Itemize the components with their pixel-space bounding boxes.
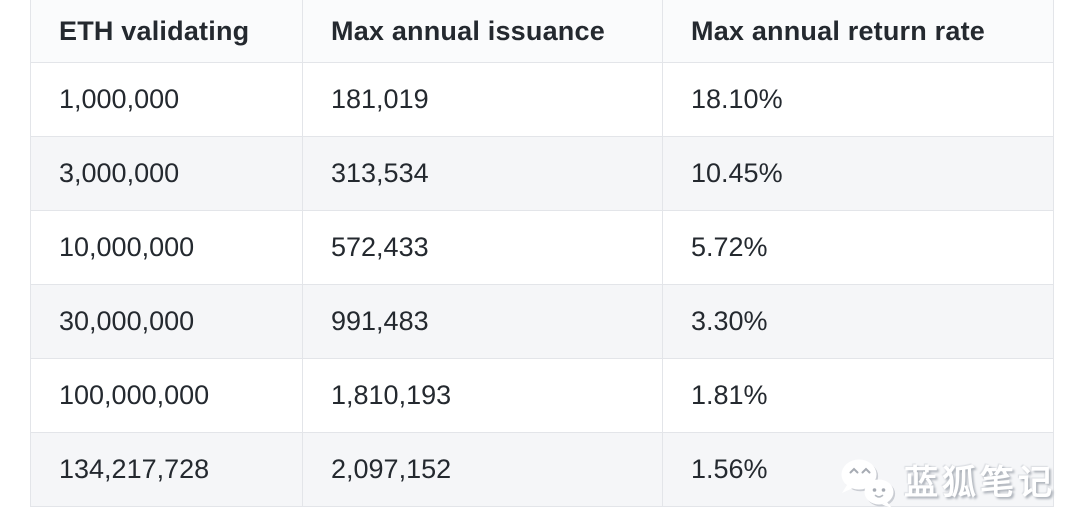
column-header-max-annual-return-rate: Max annual return rate (662, 0, 1054, 63)
table-row: 3,000,000 313,534 10.45% (30, 136, 1054, 211)
table-row: 134,217,728 2,097,152 1.56% (30, 432, 1054, 507)
cell-eth-validating: 134,217,728 (30, 432, 303, 507)
table-row: 10,000,000 572,433 5.72% (30, 210, 1054, 285)
cell-max-issuance: 181,019 (302, 62, 663, 137)
column-header-max-annual-issuance: Max annual issuance (302, 0, 663, 63)
cell-return-rate: 10.45% (662, 136, 1054, 211)
cell-max-issuance: 313,534 (302, 136, 663, 211)
eth-issuance-table: ETH validating Max annual issuance Max a… (30, 0, 1054, 507)
cell-eth-validating: 30,000,000 (30, 284, 303, 359)
cell-return-rate: 3.30% (662, 284, 1054, 359)
cell-max-issuance: 2,097,152 (302, 432, 663, 507)
table-row: 100,000,000 1,810,193 1.81% (30, 358, 1054, 433)
cell-max-issuance: 572,433 (302, 210, 663, 285)
cell-max-issuance: 991,483 (302, 284, 663, 359)
cell-return-rate: 1.56% (662, 432, 1054, 507)
table-row: 30,000,000 991,483 3.30% (30, 284, 1054, 359)
cell-eth-validating: 100,000,000 (30, 358, 303, 433)
table-row: 1,000,000 181,019 18.10% (30, 62, 1054, 137)
cell-eth-validating: 1,000,000 (30, 62, 303, 137)
cell-max-issuance: 1,810,193 (302, 358, 663, 433)
cell-return-rate: 18.10% (662, 62, 1054, 137)
column-header-eth-validating: ETH validating (30, 0, 303, 63)
table-container: ETH validating Max annual issuance Max a… (30, 0, 1054, 507)
cell-return-rate: 5.72% (662, 210, 1054, 285)
cell-eth-validating: 3,000,000 (30, 136, 303, 211)
header-row: ETH validating Max annual issuance Max a… (30, 0, 1054, 63)
cell-return-rate: 1.81% (662, 358, 1054, 433)
cell-eth-validating: 10,000,000 (30, 210, 303, 285)
